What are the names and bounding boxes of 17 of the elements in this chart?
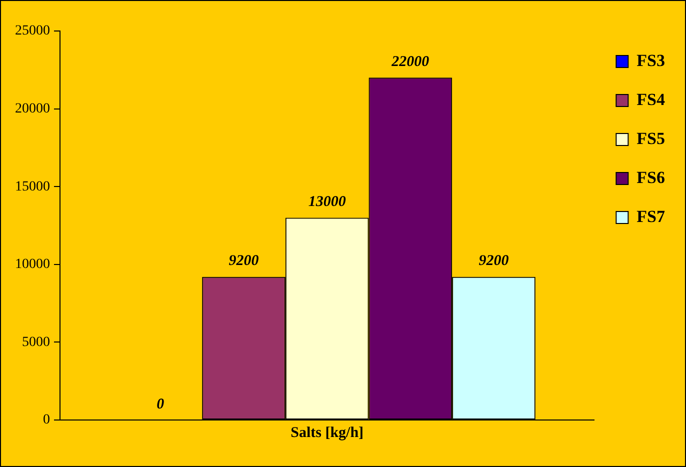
- y-tick-label: 20000: [15, 101, 50, 116]
- legend-label: FS6: [636, 168, 666, 187]
- y-tick-label: 10000: [15, 257, 50, 272]
- y-tick-label: 15000: [15, 179, 50, 194]
- data-label: 13000: [308, 194, 346, 210]
- y-tick-label: 5000: [22, 334, 50, 350]
- legend-label: FS5: [636, 128, 666, 148]
- data-label: 9200: [228, 253, 260, 270]
- data-label: 9200: [478, 253, 510, 270]
- y-tick-label: 0: [43, 412, 50, 428]
- x-axis-title: Salts [kg/h]: [290, 424, 364, 441]
- legend-label: FS3: [636, 50, 666, 70]
- y-tick-label: 25000: [15, 24, 50, 39]
- legend-label: FS4: [636, 90, 666, 109]
- data-label: 22000: [390, 54, 430, 70]
- annotation: 0: [156, 396, 165, 412]
- legend-label: FS7: [636, 206, 666, 226]
